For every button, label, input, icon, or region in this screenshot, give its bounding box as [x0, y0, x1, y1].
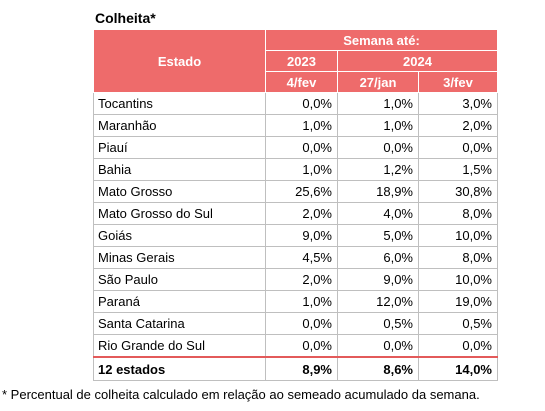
harvest-percent: 1,2%: [337, 158, 419, 181]
harvest-percent: 9,0%: [265, 224, 338, 247]
harvest-percent: 2,0%: [418, 114, 498, 137]
harvest-percent: 0,0%: [265, 92, 338, 115]
harvest-percent: 9,0%: [337, 268, 419, 291]
harvest-percent: 1,5%: [418, 158, 498, 181]
harvest-percent: 0,0%: [418, 334, 498, 358]
harvest-percent: 30,8%: [418, 180, 498, 203]
harvest-percent: 19,0%: [418, 290, 498, 313]
total-value: 14,0%: [418, 356, 498, 381]
harvest-percent: 3,0%: [418, 92, 498, 115]
footnote: * Percentual de colheita calculado em re…: [2, 387, 480, 402]
table-body: Tocantins 0,0% 1,0% 3,0% Maranhão 1,0% 1,0% 2,0…: [93, 92, 498, 381]
harvest-percent: 4,0%: [337, 202, 419, 225]
header-week-1: 4/fev: [265, 71, 338, 93]
harvest-percent: 8,0%: [418, 202, 498, 225]
table-row: Tocantins 0,0% 1,0% 3,0%: [93, 92, 498, 115]
harvest-percent: 0,0%: [265, 136, 338, 159]
state-name: Santa Catarina: [93, 312, 266, 335]
harvest-percent: 2,0%: [265, 202, 338, 225]
table-row: Santa Catarina 0,0% 0,5% 0,5%: [93, 312, 498, 335]
harvest-percent: 5,0%: [337, 224, 419, 247]
harvest-percent: 0,0%: [418, 136, 498, 159]
harvest-percent: 10,0%: [418, 268, 498, 291]
harvest-percent: 0,5%: [418, 312, 498, 335]
state-name: Minas Gerais: [93, 246, 266, 269]
total-value: 8,6%: [337, 356, 419, 381]
table-row: Minas Gerais 4,5% 6,0% 8,0%: [93, 246, 498, 269]
state-name: Piauí: [93, 136, 266, 159]
state-name: Tocantins: [93, 92, 266, 115]
state-name: Mato Grosso: [93, 180, 266, 203]
harvest-percent: 12,0%: [337, 290, 419, 313]
total-row: 12 estados 8,9% 8,6% 14,0%: [93, 356, 498, 381]
harvest-percent: 6,0%: [337, 246, 419, 269]
table-row: Bahia 1,0% 1,2% 1,5%: [93, 158, 498, 181]
table-row: Paraná 1,0% 12,0% 19,0%: [93, 290, 498, 313]
harvest-table: Estado Semana até: 2023 2024 4/fev 27/ja…: [93, 29, 498, 381]
state-name: Maranhão: [93, 114, 266, 137]
harvest-percent: 0,5%: [337, 312, 419, 335]
harvest-percent: 1,0%: [337, 92, 419, 115]
harvest-percent: 2,0%: [265, 268, 338, 291]
header-week-3: 3/fev: [418, 71, 498, 93]
harvest-percent: 18,9%: [337, 180, 419, 203]
header-week-2: 27/jan: [337, 71, 419, 93]
harvest-percent: 0,0%: [265, 312, 338, 335]
harvest-percent: 1,0%: [265, 158, 338, 181]
table-row: Mato Grosso 25,6% 18,9% 30,8%: [93, 180, 498, 203]
table-row: Mato Grosso do Sul 2,0% 4,0% 8,0%: [93, 202, 498, 225]
header-estado: Estado: [93, 29, 266, 93]
state-name: Mato Grosso do Sul: [93, 202, 266, 225]
header-year-2024: 2024: [337, 50, 498, 72]
total-value: 8,9%: [265, 356, 338, 381]
state-name: São Paulo: [93, 268, 266, 291]
state-name: Bahia: [93, 158, 266, 181]
table-row: Rio Grande do Sul 0,0% 0,0% 0,0%: [93, 334, 498, 358]
table-title: Colheita*: [95, 10, 156, 26]
total-label: 12 estados: [93, 356, 266, 381]
harvest-percent: 0,0%: [337, 136, 419, 159]
harvest-percent: 1,0%: [265, 290, 338, 313]
harvest-percent: 1,0%: [337, 114, 419, 137]
harvest-percent: 1,0%: [265, 114, 338, 137]
harvest-percent: 0,0%: [265, 334, 338, 358]
state-name: Paraná: [93, 290, 266, 313]
harvest-percent: 8,0%: [418, 246, 498, 269]
table-row: Goiás 9,0% 5,0% 10,0%: [93, 224, 498, 247]
state-name: Goiás: [93, 224, 266, 247]
header-week-group: Semana até:: [265, 29, 498, 51]
harvest-percent: 25,6%: [265, 180, 338, 203]
table-header: Estado Semana até: 2023 2024 4/fev 27/ja…: [93, 29, 498, 93]
state-name: Rio Grande do Sul: [93, 334, 266, 358]
harvest-percent: 10,0%: [418, 224, 498, 247]
table-row: São Paulo 2,0% 9,0% 10,0%: [93, 268, 498, 291]
table-row: Piauí 0,0% 0,0% 0,0%: [93, 136, 498, 159]
harvest-percent: 0,0%: [337, 334, 419, 358]
header-year-2023: 2023: [265, 50, 338, 72]
table-row: Maranhão 1,0% 1,0% 2,0%: [93, 114, 498, 137]
harvest-percent: 4,5%: [265, 246, 338, 269]
